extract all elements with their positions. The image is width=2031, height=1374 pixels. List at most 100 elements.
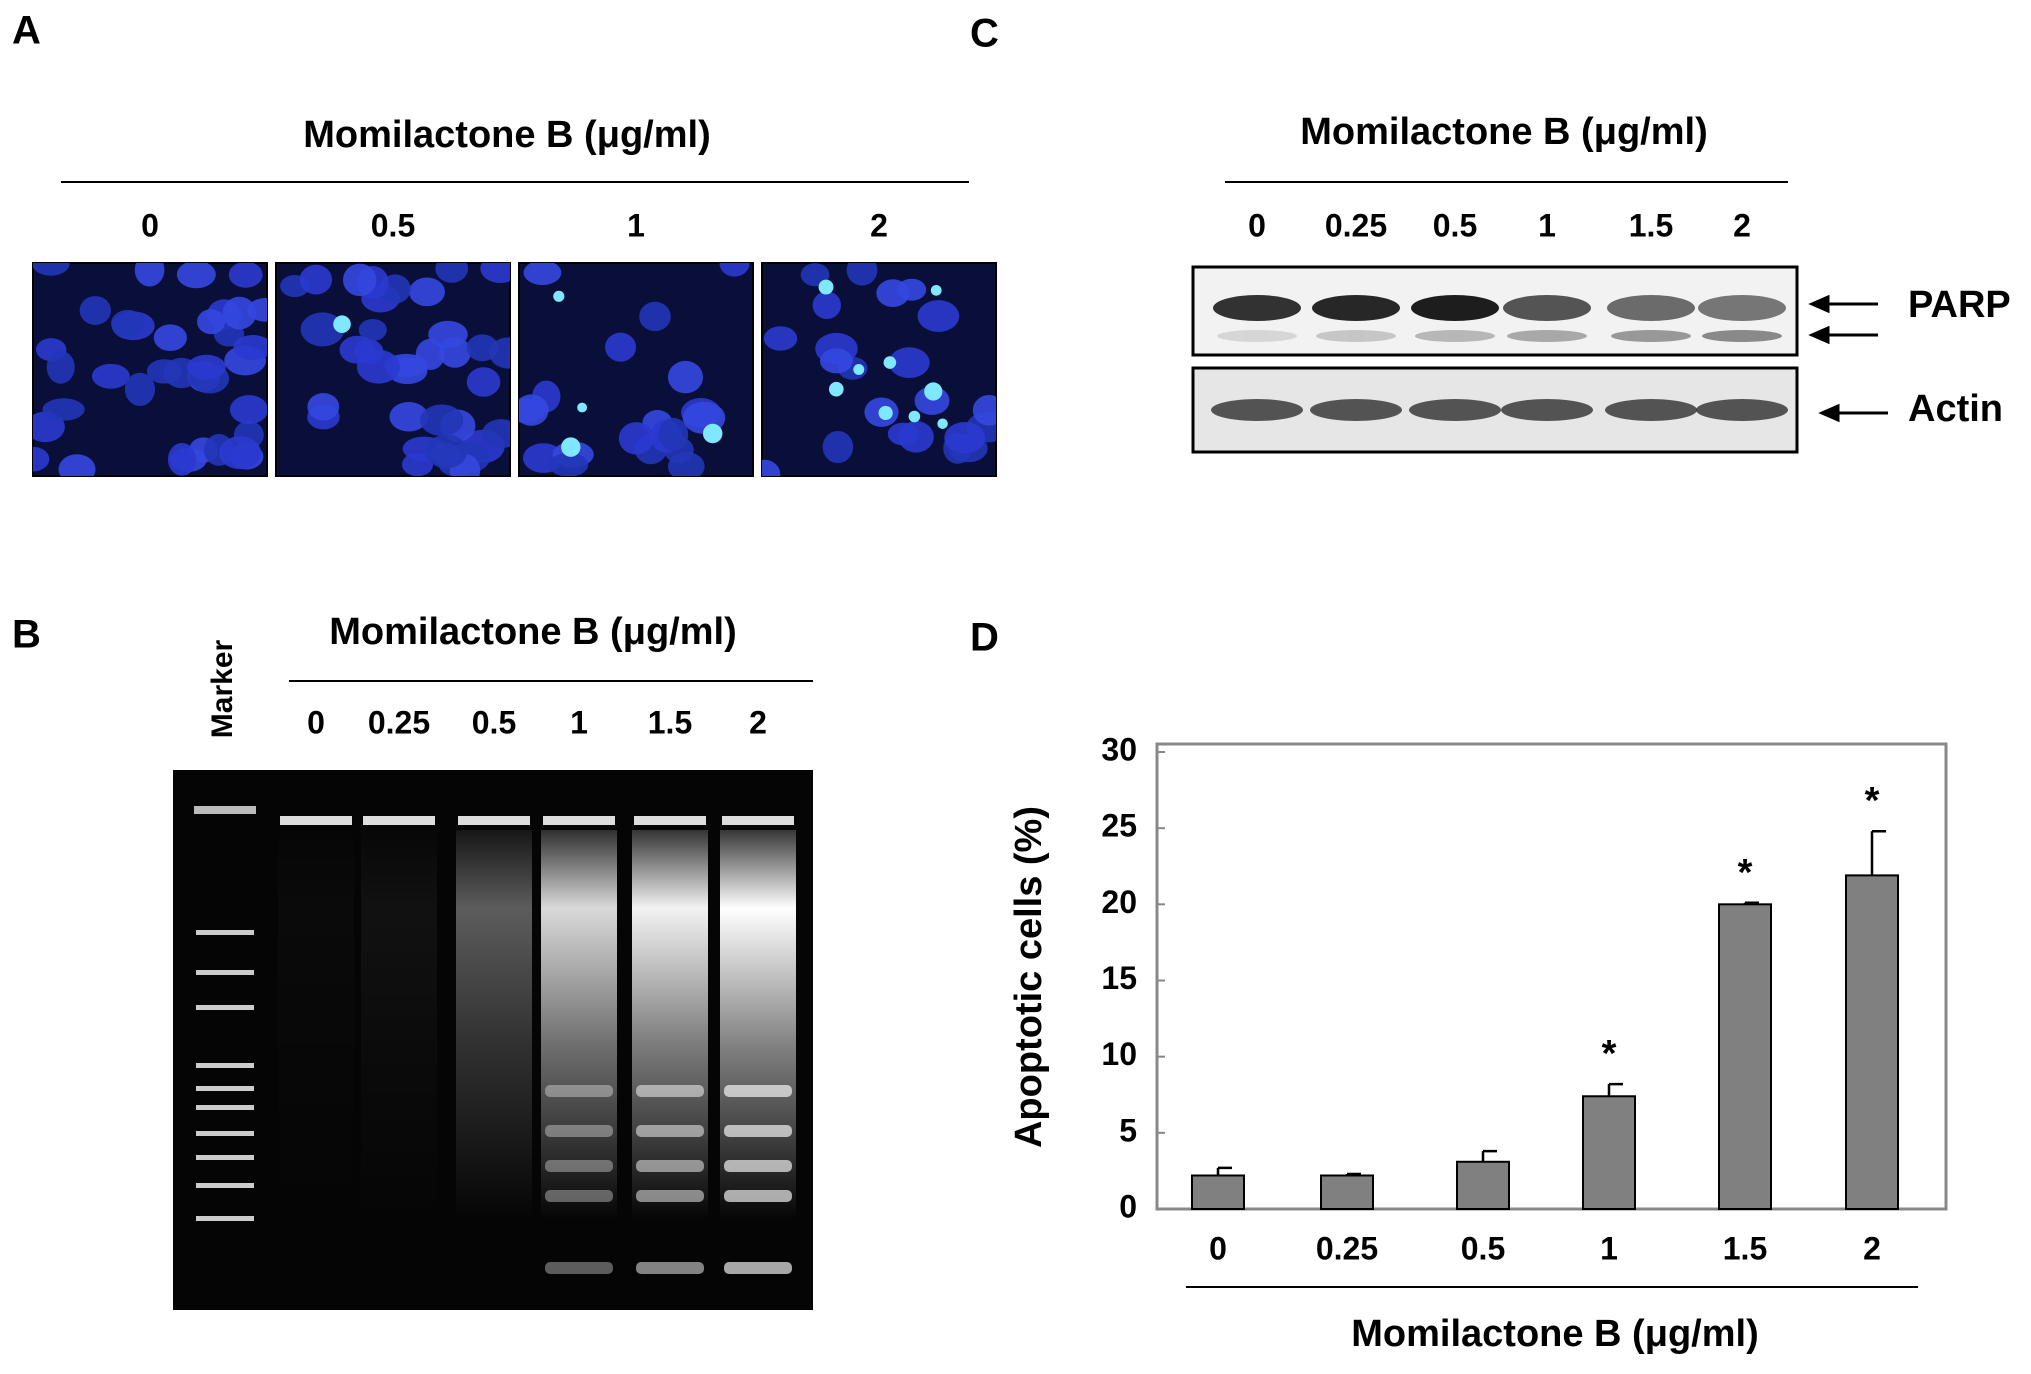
- cell: [134, 263, 165, 287]
- ladder-band: [196, 1155, 254, 1160]
- cells: [33, 263, 267, 476]
- error-bar: [1743, 901, 1759, 905]
- cell: [466, 367, 501, 397]
- dose-label: 0.25: [368, 704, 430, 740]
- significance: *: [1738, 852, 1753, 894]
- dose-label: 0.5: [1433, 207, 1477, 243]
- cell: [176, 263, 216, 289]
- ladder-band: [724, 1085, 792, 1097]
- x-tick-label: 2: [1863, 1230, 1881, 1266]
- gel: 0 0.25 0.5 1 1.5 2: [173, 704, 813, 1310]
- bar-chart: 0 5 10 15 20 25 30 0 0.25 0.5 1 * 1.5 * 2 *: [1101, 731, 1948, 1266]
- dose-label: 0: [1248, 207, 1266, 243]
- apoptotic-cell: [702, 423, 723, 444]
- apoptotic-cell: [924, 382, 943, 401]
- apoptotic-cell: [561, 437, 581, 457]
- cell: [888, 347, 930, 379]
- apoptotic-cell: [878, 405, 893, 421]
- y-tick-label: 15: [1101, 960, 1137, 996]
- cell: [435, 263, 469, 283]
- apoptotic-cell: [818, 279, 834, 295]
- dose-label: 2: [1733, 207, 1751, 243]
- error-bar: [1216, 1166, 1232, 1176]
- dose-label: 1: [1538, 207, 1556, 243]
- dose-label: 2: [749, 704, 767, 740]
- band: [1415, 330, 1495, 342]
- cell: [167, 443, 197, 476]
- ladder-band: [196, 1005, 254, 1010]
- x-tick-label: 1: [1600, 1230, 1618, 1266]
- x-tick-label: 1.5: [1723, 1230, 1767, 1266]
- cell: [763, 326, 798, 351]
- ladder-band: [545, 1160, 613, 1172]
- cell: [33, 263, 70, 276]
- ladder-band: [545, 1190, 613, 1202]
- band: [1698, 295, 1786, 321]
- cell: [228, 263, 263, 288]
- ladder-band: [636, 1262, 704, 1274]
- cell: [124, 372, 156, 406]
- cell: [197, 309, 226, 335]
- apoptotic-cell: [883, 356, 897, 369]
- cells: [280, 263, 510, 476]
- apoptotic-cell: [908, 410, 921, 423]
- panel-label: D: [970, 616, 999, 660]
- well: [543, 816, 615, 825]
- ladder-band: [636, 1085, 704, 1097]
- x-tick-label: 0.25: [1316, 1230, 1378, 1266]
- band-label: Actin: [1908, 388, 2003, 430]
- cell: [110, 309, 145, 337]
- apoptotic-cell: [577, 402, 588, 413]
- ladder-band: [724, 1160, 792, 1172]
- ladder-band: [196, 970, 254, 975]
- ladder-band: [196, 930, 254, 935]
- dose-label: 2: [870, 207, 888, 243]
- apoptotic-cell: [930, 284, 942, 296]
- y-tick-label: 10: [1101, 1036, 1137, 1072]
- cell: [229, 395, 267, 425]
- band: [1611, 330, 1691, 342]
- y-tick-label: 20: [1101, 884, 1137, 920]
- dose-label: 1.5: [1629, 207, 1673, 243]
- cell: [402, 452, 434, 476]
- smear: [632, 830, 708, 1220]
- well: [634, 816, 706, 825]
- plot-frame: [1155, 742, 1948, 1211]
- cell: [409, 277, 445, 307]
- panel-title: Momilactone B (μg/ml): [1300, 111, 1707, 153]
- error-bar: [1607, 1082, 1623, 1097]
- cell: [812, 291, 842, 320]
- cell: [307, 393, 340, 421]
- ladder-band: [724, 1125, 792, 1137]
- cell: [667, 360, 704, 394]
- y-axis-label: Apoptotic cells (%): [1008, 806, 1050, 1148]
- well: [363, 816, 435, 825]
- dose-label: 0.25: [1325, 207, 1387, 243]
- ladder-band: [196, 1063, 254, 1068]
- ladder-band: [196, 1086, 254, 1091]
- ladder-band: [545, 1125, 613, 1137]
- band: [1411, 295, 1499, 321]
- smear: [720, 830, 796, 1220]
- cell: [481, 419, 510, 449]
- band: [1696, 399, 1788, 421]
- band: [1310, 399, 1402, 421]
- cell: [719, 263, 750, 277]
- cell: [358, 318, 387, 342]
- cell: [425, 434, 468, 469]
- bar: [1191, 1174, 1245, 1211]
- y-tick-label: 25: [1101, 808, 1137, 844]
- cell: [91, 363, 130, 389]
- dose-label: 0.5: [472, 704, 516, 740]
- ladder-band: [636, 1160, 704, 1172]
- cell: [420, 404, 464, 436]
- cell: [233, 334, 267, 361]
- band-label: PARP: [1908, 284, 2011, 326]
- x-tick-label: 0.5: [1461, 1230, 1505, 1266]
- band: [1217, 330, 1297, 342]
- cell: [605, 332, 637, 362]
- cell: [917, 300, 960, 332]
- x-tick-label: 0: [1209, 1230, 1227, 1266]
- significance: *: [1865, 780, 1880, 822]
- smear: [541, 830, 617, 1220]
